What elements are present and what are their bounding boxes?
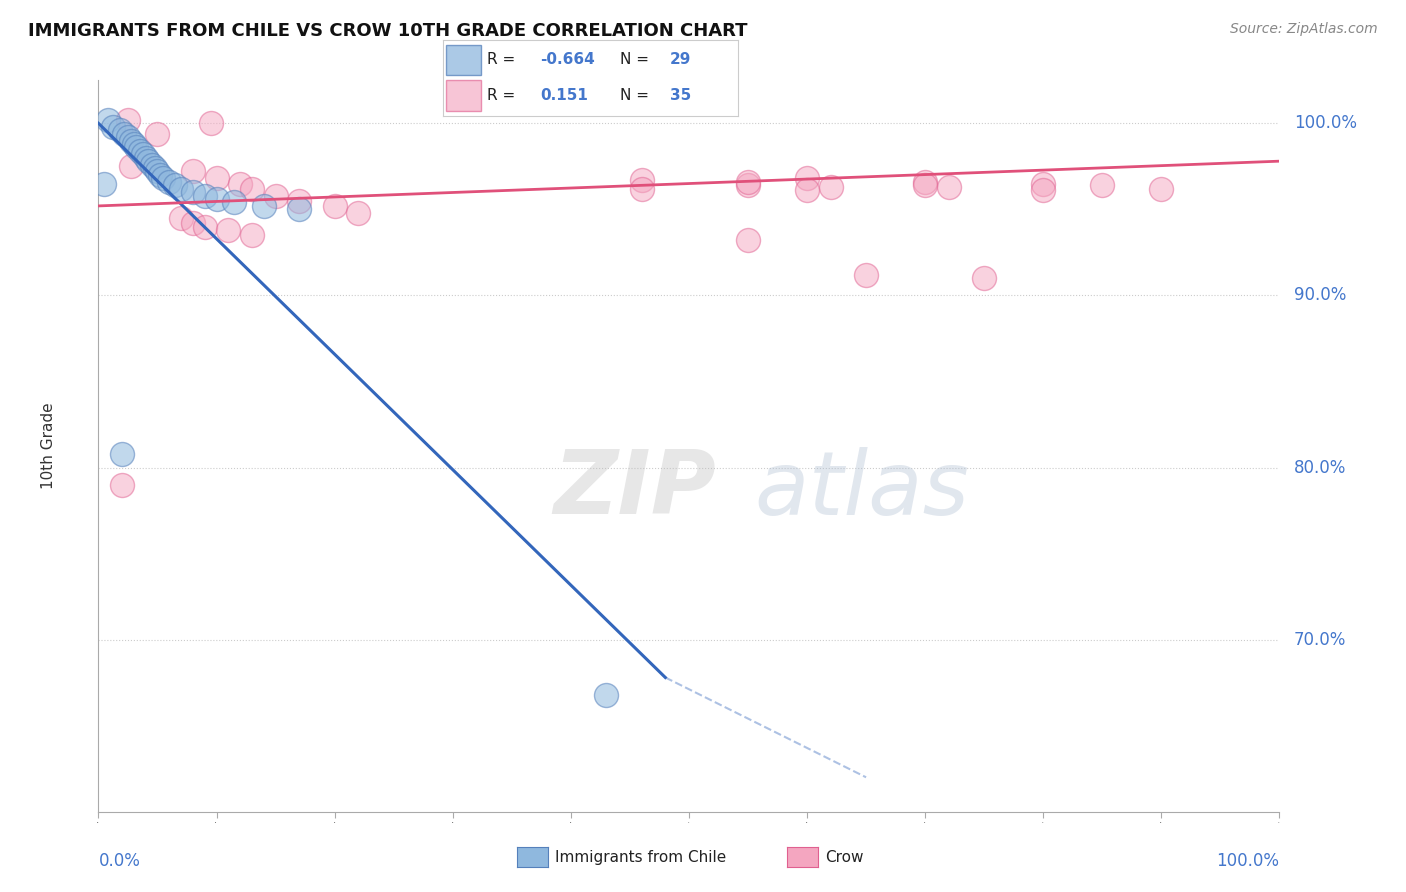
Text: 10th Grade: 10th Grade [41,402,56,490]
Point [132,147,155,161]
Point [855,268,877,282]
Point [97,112,120,127]
Point [347,206,370,220]
Point [796,183,818,197]
Text: Immigrants from Chile: Immigrants from Chile [555,850,727,864]
Point [217,223,239,237]
Point [157,175,180,189]
Text: 80.0%: 80.0% [1294,458,1346,476]
Point [288,202,311,217]
Point [737,178,759,193]
Point [136,154,159,169]
Text: -0.664: -0.664 [540,53,595,68]
Point [973,271,995,285]
Point [229,177,252,191]
Point [141,158,163,172]
Point [181,216,204,230]
Point [224,195,246,210]
Point [111,477,134,491]
Point [630,173,652,187]
Text: ZIP: ZIP [553,446,716,533]
Point [630,182,652,196]
Point [146,127,169,141]
Text: N =: N = [620,88,650,103]
Point [595,688,617,702]
Text: 35: 35 [671,88,692,103]
Point [194,188,217,202]
Point [117,112,139,127]
Point [146,164,169,178]
Point [205,171,228,186]
Point [135,151,157,165]
Text: 0.0%: 0.0% [98,852,141,870]
Text: atlas: atlas [754,447,969,533]
Text: R =: R = [486,53,516,68]
Point [914,178,936,193]
Point [264,188,287,202]
Text: N =: N = [620,53,650,68]
Text: R =: R = [486,88,516,103]
Point [240,182,263,196]
Point [108,123,131,137]
Point [737,233,759,247]
Point [121,134,143,148]
Point [194,219,217,234]
Text: 70.0%: 70.0% [1294,631,1346,648]
Point [737,175,759,189]
Point [152,171,174,186]
Text: 100.0%: 100.0% [1294,114,1357,132]
Text: 90.0%: 90.0% [1294,286,1346,304]
Text: 100.0%: 100.0% [1216,852,1279,870]
Point [938,180,960,194]
Point [820,180,842,194]
Point [200,116,222,130]
Point [1032,177,1054,191]
Text: 0.151: 0.151 [540,88,588,103]
Text: Crow: Crow [825,850,863,864]
Text: Source: ZipAtlas.com: Source: ZipAtlas.com [1230,22,1378,37]
Point [240,228,263,243]
Point [205,192,228,206]
Point [1150,182,1173,196]
Point [288,194,311,208]
Point [165,178,187,193]
Point [122,136,145,151]
Point [128,144,150,158]
Point [143,161,166,175]
Point [117,130,139,145]
Point [101,120,124,134]
Point [170,211,193,225]
Point [170,182,193,196]
Point [121,159,143,173]
Text: IMMIGRANTS FROM CHILE VS CROW 10TH GRADE CORRELATION CHART: IMMIGRANTS FROM CHILE VS CROW 10TH GRADE… [28,22,748,40]
FancyBboxPatch shape [446,80,481,111]
Point [1091,178,1114,193]
Point [111,447,134,461]
FancyBboxPatch shape [446,45,481,75]
Point [796,171,818,186]
Point [1032,183,1054,197]
Point [93,177,115,191]
Text: 29: 29 [671,53,692,68]
Point [323,199,346,213]
Point [181,185,204,199]
Point [914,175,936,189]
Point [125,140,148,154]
Point [253,199,276,213]
Point [112,127,135,141]
Point [181,164,204,178]
Point [149,168,172,182]
